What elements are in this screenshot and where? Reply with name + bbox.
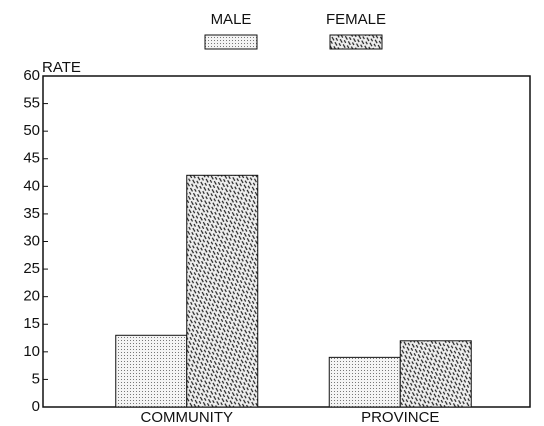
x-tick-label: COMMUNITY [141, 409, 234, 426]
y-tick-label: 60 [23, 67, 40, 84]
y-tick-label: 5 [32, 370, 40, 387]
y-tick-label: 55 [23, 95, 40, 112]
y-tick-label: 50 [23, 122, 40, 139]
y-axis-label: RATE [42, 59, 81, 76]
y-tick-label: 30 [23, 232, 40, 249]
y-tick-label: 35 [23, 205, 40, 222]
legend-swatch [329, 34, 383, 50]
y-tick-label: 20 [23, 288, 40, 305]
y-tick-label: 25 [23, 260, 40, 277]
x-tick-label: PROVINCE [361, 409, 439, 426]
y-tick-label: 15 [23, 315, 40, 332]
bar [399, 340, 472, 408]
legend-swatch [204, 34, 258, 50]
bar [186, 174, 259, 408]
legend-label: FEMALE [326, 11, 386, 28]
legend-label: MALE [211, 11, 252, 28]
y-tick-label: 40 [23, 177, 40, 194]
y-tick-label: 45 [23, 150, 40, 167]
y-tick-label: 0 [32, 398, 40, 415]
bar [328, 356, 401, 408]
bar [115, 334, 188, 408]
y-tick-label: 10 [23, 343, 40, 360]
